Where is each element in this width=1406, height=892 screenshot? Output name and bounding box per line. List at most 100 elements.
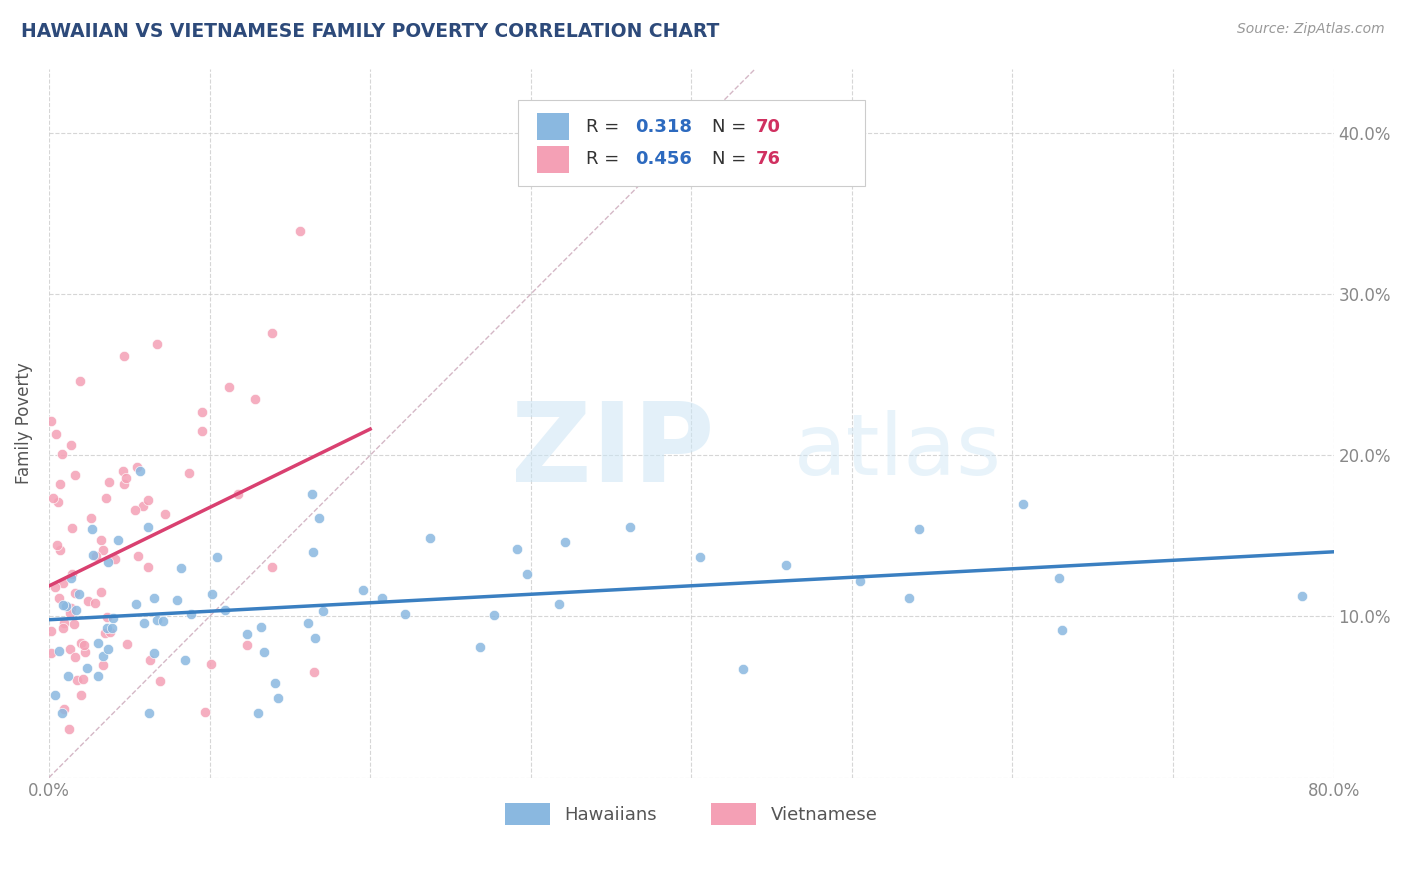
Vietnamese (73, 645, 96, 659)
Hawaiians (142, 591, 165, 606)
Hawaiians (554, 534, 576, 549)
Hawaiians (548, 597, 571, 611)
Vietnamese (200, 657, 222, 672)
Vietnamese (52, 575, 75, 590)
Vietnamese (39, 646, 62, 660)
Hawaiians (253, 645, 276, 659)
Vietnamese (98, 625, 121, 640)
Vietnamese (117, 638, 139, 652)
Text: Source: ZipAtlas.com: Source: ZipAtlas.com (1237, 22, 1385, 37)
Hawaiians (44, 688, 66, 702)
Vietnamese (91, 657, 114, 672)
Vietnamese (262, 326, 284, 341)
Hawaiians (250, 620, 273, 634)
Vietnamese (52, 620, 75, 634)
Vietnamese (260, 560, 283, 574)
Vietnamese (96, 610, 118, 624)
Hawaiians (371, 591, 394, 606)
Vietnamese (60, 566, 83, 581)
Vietnamese (288, 224, 311, 238)
Vietnamese (52, 615, 75, 630)
Vietnamese (179, 466, 201, 480)
Vietnamese (59, 600, 82, 615)
Vietnamese (139, 652, 162, 666)
Vietnamese (93, 626, 115, 640)
Hawaiians (55, 599, 77, 614)
Vietnamese (80, 511, 103, 525)
Hawaiians (51, 706, 73, 720)
Vietnamese (45, 427, 67, 442)
Vietnamese (127, 549, 149, 563)
Hawaiians (201, 587, 224, 601)
Hawaiians (394, 607, 416, 621)
Vietnamese (46, 495, 69, 509)
Hawaiians (82, 522, 104, 536)
Vietnamese (236, 638, 259, 652)
Hawaiians (65, 603, 87, 617)
Hawaiians (516, 567, 538, 582)
Vietnamese (91, 542, 114, 557)
Text: N =: N = (711, 118, 752, 136)
Hawaiians (52, 598, 75, 612)
Hawaiians (180, 607, 202, 621)
Hawaiians (482, 607, 505, 622)
Vietnamese (191, 405, 214, 419)
Hawaiians (58, 669, 80, 683)
Vietnamese (90, 585, 112, 599)
Vietnamese (97, 475, 120, 490)
Hawaiians (48, 644, 70, 658)
Vietnamese (63, 467, 86, 482)
Hawaiians (129, 464, 152, 478)
Vietnamese (243, 392, 266, 406)
Text: N =: N = (711, 150, 752, 169)
Vietnamese (63, 586, 86, 600)
Vietnamese (39, 414, 62, 428)
Hawaiians (506, 541, 529, 556)
Text: 76: 76 (755, 150, 780, 169)
Vietnamese (60, 521, 83, 535)
Text: 0.456: 0.456 (634, 150, 692, 169)
Hawaiians (849, 574, 872, 588)
Vietnamese (90, 533, 112, 547)
Hawaiians (352, 582, 374, 597)
Hawaiians (152, 615, 174, 629)
Vietnamese (69, 374, 91, 388)
Bar (537, 145, 569, 173)
Vietnamese (136, 493, 159, 508)
Hawaiians (138, 706, 160, 720)
Vietnamese (302, 665, 325, 680)
Hawaiians (97, 642, 120, 657)
Vietnamese (70, 688, 93, 702)
Text: ZIP: ZIP (512, 398, 714, 505)
Hawaiians (173, 652, 195, 666)
Hawaiians (308, 511, 330, 525)
Hawaiians (235, 627, 257, 641)
Hawaiians (301, 487, 323, 501)
Vietnamese (48, 591, 70, 605)
Vietnamese (226, 487, 249, 501)
Hawaiians (311, 604, 333, 618)
Vietnamese (70, 636, 93, 650)
Hawaiians (246, 706, 269, 720)
Text: HAWAIIAN VS VIETNAMESE FAMILY POVERTY CORRELATION CHART: HAWAIIAN VS VIETNAMESE FAMILY POVERTY CO… (21, 22, 720, 41)
Hawaiians (103, 610, 125, 624)
Vietnamese (65, 650, 87, 665)
Hawaiians (82, 548, 104, 562)
Hawaiians (1050, 623, 1073, 637)
Hawaiians (897, 591, 920, 606)
Hawaiians (134, 616, 156, 631)
Text: 70: 70 (755, 118, 780, 136)
Vietnamese (153, 507, 176, 521)
Hawaiians (124, 597, 146, 611)
Hawaiians (87, 636, 110, 650)
Vietnamese (114, 349, 136, 363)
Hawaiians (205, 549, 228, 564)
Vietnamese (104, 551, 127, 566)
Hawaiians (1012, 496, 1035, 510)
Hawaiians (76, 661, 98, 675)
Hawaiians (908, 522, 931, 536)
Hawaiians (87, 668, 110, 682)
Hawaiians (1291, 589, 1313, 603)
Text: R =: R = (586, 118, 624, 136)
Vietnamese (115, 471, 138, 485)
